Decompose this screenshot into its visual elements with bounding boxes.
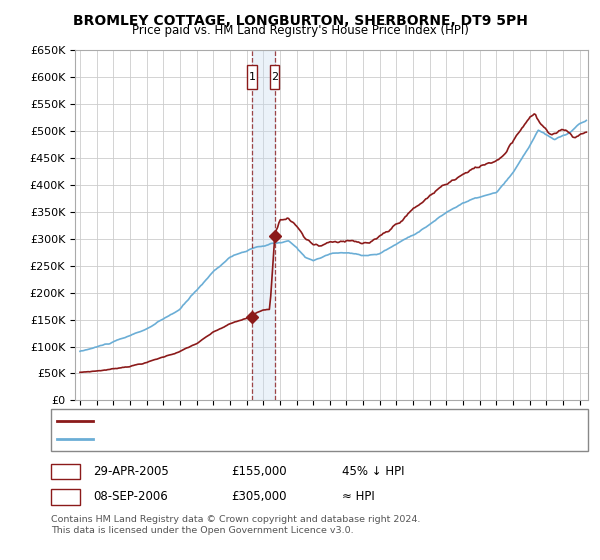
Text: 08-SEP-2006: 08-SEP-2006 xyxy=(93,490,168,503)
Bar xyxy=(252,50,275,400)
Text: 1: 1 xyxy=(62,465,69,478)
Text: 2: 2 xyxy=(62,490,69,503)
Bar xyxy=(270,66,280,89)
Text: This data is licensed under the Open Government Licence v3.0.: This data is licensed under the Open Gov… xyxy=(51,526,353,535)
Text: 2: 2 xyxy=(271,72,278,82)
Text: Contains HM Land Registry data © Crown copyright and database right 2024.: Contains HM Land Registry data © Crown c… xyxy=(51,515,421,524)
Text: 1: 1 xyxy=(248,72,256,82)
Text: BROMLEY COTTAGE, LONGBURTON, SHERBORNE, DT9 5PH (detached house): BROMLEY COTTAGE, LONGBURTON, SHERBORNE, … xyxy=(99,416,498,426)
Text: ≈ HPI: ≈ HPI xyxy=(342,490,375,503)
Bar xyxy=(247,66,257,89)
Text: HPI: Average price, detached house, Dorset: HPI: Average price, detached house, Dors… xyxy=(99,434,326,444)
Text: Price paid vs. HM Land Registry's House Price Index (HPI): Price paid vs. HM Land Registry's House … xyxy=(131,24,469,37)
Text: BROMLEY COTTAGE, LONGBURTON, SHERBORNE, DT9 5PH: BROMLEY COTTAGE, LONGBURTON, SHERBORNE, … xyxy=(73,14,527,28)
Text: 45% ↓ HPI: 45% ↓ HPI xyxy=(342,465,404,478)
Text: 29-APR-2005: 29-APR-2005 xyxy=(93,465,169,478)
Text: £155,000: £155,000 xyxy=(231,465,287,478)
Text: £305,000: £305,000 xyxy=(231,490,287,503)
